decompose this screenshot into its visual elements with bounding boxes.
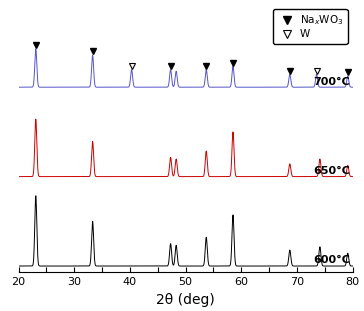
Text: 700°C: 700°C — [313, 77, 350, 86]
Text: 650°C: 650°C — [313, 166, 350, 176]
X-axis label: 2θ (deg): 2θ (deg) — [156, 293, 215, 307]
Legend: Na$_x$WO$_3$, W: Na$_x$WO$_3$, W — [273, 9, 348, 44]
Text: 600°C: 600°C — [313, 255, 350, 265]
